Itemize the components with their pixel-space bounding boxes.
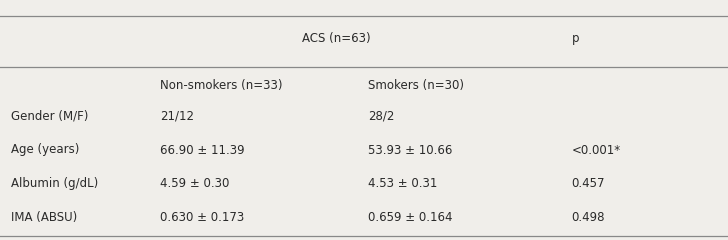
Text: 0.457: 0.457: [571, 177, 605, 190]
Text: Age (years): Age (years): [11, 144, 79, 156]
Text: ACS (n=63): ACS (n=63): [302, 32, 371, 45]
Text: Smokers (n=30): Smokers (n=30): [368, 79, 464, 92]
Text: 4.53 ± 0.31: 4.53 ± 0.31: [368, 177, 437, 190]
Text: Non-smokers (n=33): Non-smokers (n=33): [160, 79, 282, 92]
Text: 0.630 ± 0.173: 0.630 ± 0.173: [160, 211, 245, 224]
Text: 28/2: 28/2: [368, 110, 394, 123]
Text: <0.001*: <0.001*: [571, 144, 620, 156]
Text: 0.498: 0.498: [571, 211, 605, 224]
Text: Gender (M/F): Gender (M/F): [11, 110, 88, 123]
Text: Albumin (g/dL): Albumin (g/dL): [11, 177, 98, 190]
Text: IMA (ABSU): IMA (ABSU): [11, 211, 77, 224]
Text: 66.90 ± 11.39: 66.90 ± 11.39: [160, 144, 245, 156]
Text: p: p: [571, 32, 579, 45]
Text: 4.59 ± 0.30: 4.59 ± 0.30: [160, 177, 229, 190]
Text: 0.659 ± 0.164: 0.659 ± 0.164: [368, 211, 452, 224]
Text: 21/12: 21/12: [160, 110, 194, 123]
Text: 53.93 ± 10.66: 53.93 ± 10.66: [368, 144, 452, 156]
